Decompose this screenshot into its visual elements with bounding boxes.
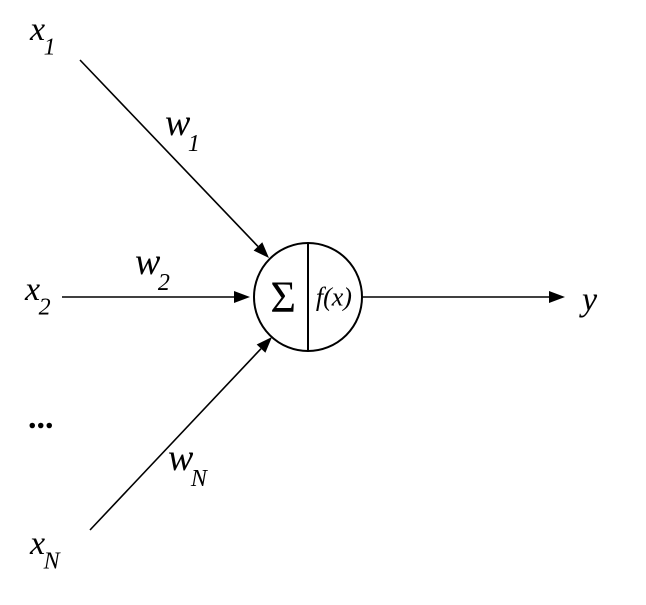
input-ellipsis: ... — [28, 399, 54, 436]
weight-w2-label: w2 — [135, 241, 170, 296]
neuron-diagram: Σf(x) x1 x2... xN w1 w2 wN y — [0, 0, 646, 605]
activation-label: f(x) — [316, 283, 352, 312]
svg-text:2: 2 — [158, 270, 170, 296]
sum-label: Σ — [270, 273, 296, 322]
weight-wN-label: wN — [168, 437, 209, 492]
edge-x2-arrow — [62, 291, 250, 303]
weight-w1-label: w1 — [165, 102, 200, 157]
input-xN-label: xN — [29, 525, 62, 574]
input-x2-label: x2 — [24, 271, 51, 320]
svg-text:1: 1 — [44, 34, 56, 60]
output-y-label: y — [579, 282, 598, 319]
edge-output-arrow — [362, 291, 565, 303]
svg-text:1: 1 — [188, 131, 200, 157]
edge-xN-arrow — [90, 337, 272, 530]
svg-text:N: N — [190, 466, 209, 492]
svg-text:N: N — [43, 548, 62, 574]
neuron-node: Σf(x) — [254, 243, 362, 351]
input-x1-label: x1 — [29, 11, 56, 60]
svg-text:2: 2 — [39, 294, 51, 320]
edge-x1-arrow — [80, 60, 269, 258]
